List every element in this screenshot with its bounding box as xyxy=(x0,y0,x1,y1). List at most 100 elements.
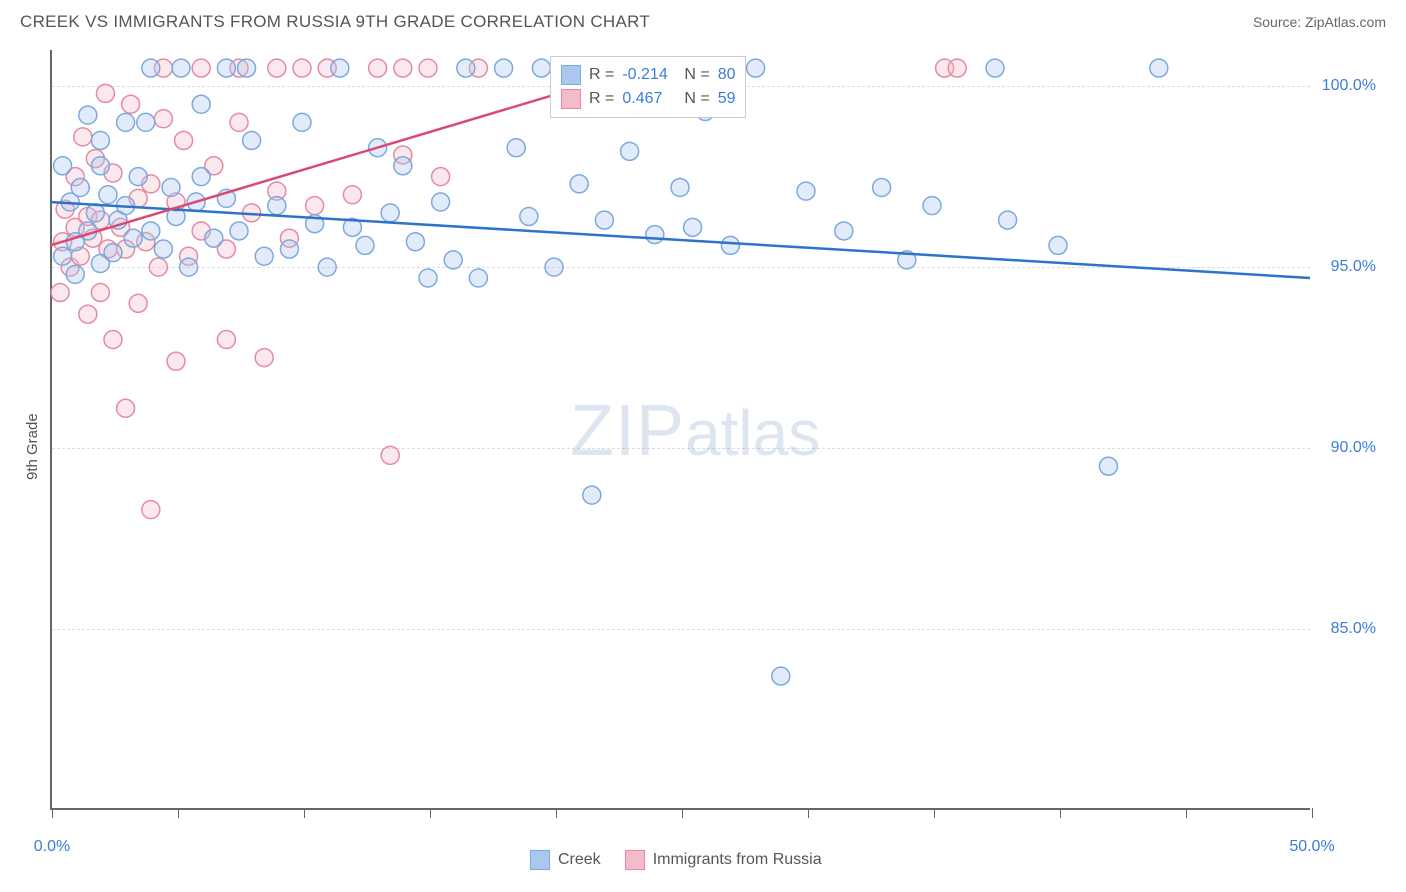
russia-point xyxy=(149,258,167,276)
russia-point xyxy=(369,59,387,77)
creek-point xyxy=(772,667,790,685)
legend-swatch xyxy=(625,850,645,870)
creek-point xyxy=(255,247,273,265)
creek-point xyxy=(172,59,190,77)
y-tick-label: 100.0% xyxy=(1322,77,1376,95)
chart-header: CREEK VS IMMIGRANTS FROM RUSSIA 9TH GRAD… xyxy=(0,0,1406,40)
creek-point xyxy=(394,157,412,175)
russia-point xyxy=(79,305,97,323)
creek-point xyxy=(1049,236,1067,254)
russia-point xyxy=(91,283,109,301)
x-tick xyxy=(1312,808,1313,818)
creek-point xyxy=(99,186,117,204)
y-axis-title: 9th Grade xyxy=(24,413,41,480)
russia-point xyxy=(343,186,361,204)
legend-label: Creek xyxy=(558,851,601,869)
x-tick-label: 50.0% xyxy=(1289,838,1334,856)
source-label: Source: ZipAtlas.com xyxy=(1253,14,1386,30)
russia-point xyxy=(122,95,140,113)
creek-point xyxy=(570,175,588,193)
creek-point xyxy=(104,244,122,262)
creek-point xyxy=(532,59,550,77)
scatter-svg xyxy=(50,50,1310,810)
creek-point xyxy=(457,59,475,77)
creek-point xyxy=(583,486,601,504)
creek-point xyxy=(142,222,160,240)
russia-point xyxy=(96,84,114,102)
creek-point xyxy=(495,59,513,77)
creek-point xyxy=(66,265,84,283)
creek-point xyxy=(469,269,487,287)
russia-point xyxy=(394,59,412,77)
r-value: 0.467 xyxy=(622,90,676,108)
creek-point xyxy=(71,179,89,197)
creek-point xyxy=(54,247,72,265)
russia-point xyxy=(293,59,311,77)
legend-swatch xyxy=(530,850,550,870)
creek-point xyxy=(545,258,563,276)
creek-point xyxy=(684,218,702,236)
legend-item: Immigrants from Russia xyxy=(625,850,822,870)
chart-area: 85.0%90.0%95.0%100.0%0.0%50.0% ZIPatlas … xyxy=(50,50,1310,810)
legend-swatch xyxy=(561,89,581,109)
legend-label: Immigrants from Russia xyxy=(653,851,822,869)
chart-title: CREEK VS IMMIGRANTS FROM RUSSIA 9TH GRAD… xyxy=(20,12,650,32)
r-label: R = xyxy=(589,90,614,108)
creek-point xyxy=(999,211,1017,229)
russia-point xyxy=(129,294,147,312)
stats-legend-box: R =-0.214N =80R =0.467N =59 xyxy=(550,56,746,118)
creek-point xyxy=(595,211,613,229)
creek-point xyxy=(192,168,210,186)
creek-point xyxy=(238,59,256,77)
creek-point xyxy=(419,269,437,287)
r-label: R = xyxy=(589,66,614,84)
y-tick-label: 85.0% xyxy=(1331,620,1376,638)
creek-point xyxy=(137,113,155,131)
creek-point xyxy=(873,179,891,197)
bottom-legend: Creek Immigrants from Russia xyxy=(530,850,822,870)
creek-point xyxy=(142,59,160,77)
russia-point xyxy=(192,59,210,77)
creek-point xyxy=(217,59,235,77)
legend-swatch xyxy=(561,65,581,85)
russia-point xyxy=(74,128,92,146)
creek-point xyxy=(154,240,172,258)
creek-point xyxy=(1150,59,1168,77)
creek-point xyxy=(747,59,765,77)
creek-point xyxy=(86,204,104,222)
creek-point xyxy=(444,251,462,269)
creek-point xyxy=(797,182,815,200)
x-tick-label: 0.0% xyxy=(34,838,70,856)
creek-point xyxy=(91,131,109,149)
russia-point xyxy=(255,349,273,367)
creek-point xyxy=(91,157,109,175)
russia-point xyxy=(268,59,286,77)
russia-point xyxy=(104,331,122,349)
creek-point xyxy=(331,59,349,77)
y-tick-label: 95.0% xyxy=(1331,258,1376,276)
russia-point xyxy=(167,352,185,370)
creek-point xyxy=(621,142,639,160)
y-tick-label: 90.0% xyxy=(1331,439,1376,457)
r-value: -0.214 xyxy=(622,66,676,84)
russia-point xyxy=(230,113,248,131)
russia-point xyxy=(419,59,437,77)
creek-point xyxy=(162,179,180,197)
creek-point xyxy=(432,193,450,211)
creek-point xyxy=(293,113,311,131)
creek-point xyxy=(986,59,1004,77)
creek-point xyxy=(520,207,538,225)
stats-row: R =0.467N =59 xyxy=(561,87,735,111)
creek-point xyxy=(318,258,336,276)
creek-point xyxy=(79,106,97,124)
stats-row: R =-0.214N =80 xyxy=(561,63,735,87)
creek-point xyxy=(721,236,739,254)
creek-point xyxy=(356,236,374,254)
creek-point xyxy=(54,157,72,175)
creek-point xyxy=(230,222,248,240)
creek-point xyxy=(1099,457,1117,475)
creek-point xyxy=(243,131,261,149)
russia-point xyxy=(142,501,160,519)
creek-point xyxy=(192,95,210,113)
russia-point xyxy=(381,446,399,464)
